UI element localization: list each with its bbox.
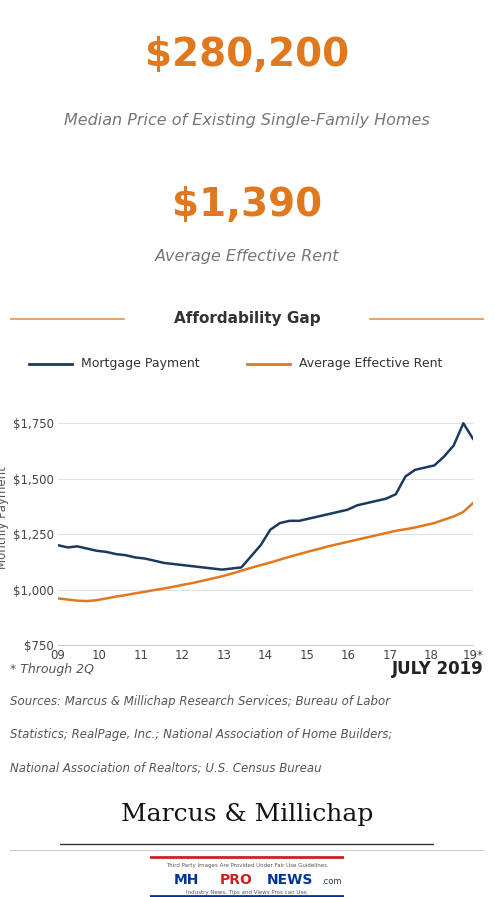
Text: NEWS: NEWS	[266, 873, 313, 887]
Y-axis label: Monthly Payment: Monthly Payment	[0, 466, 9, 569]
Text: Average Effective Rent: Average Effective Rent	[155, 249, 339, 265]
Text: JULY 2019: JULY 2019	[392, 660, 484, 678]
Text: Average Effective Rent: Average Effective Rent	[299, 358, 443, 370]
Text: Mortgage Payment: Mortgage Payment	[81, 358, 200, 370]
Text: Third Party Images Are Provided Under Fair Use Guidelines.: Third Party Images Are Provided Under Fa…	[165, 863, 329, 868]
Text: MH: MH	[173, 873, 199, 887]
Text: Median Price of Existing Single-Family Homes: Median Price of Existing Single-Family H…	[64, 113, 430, 128]
Text: .com: .com	[321, 876, 341, 885]
Text: Sources: Marcus & Millichap Research Services; Bureau of Labor: Sources: Marcus & Millichap Research Ser…	[10, 695, 390, 708]
Text: PRO: PRO	[220, 873, 253, 887]
Text: Industry News, Tips and Views Pros can Use.: Industry News, Tips and Views Pros can U…	[186, 891, 308, 895]
Text: $1,390: $1,390	[172, 186, 322, 223]
Text: $280,200: $280,200	[145, 37, 349, 74]
Text: National Association of Realtors; U.S. Census Bureau: National Association of Realtors; U.S. C…	[10, 762, 322, 774]
Text: Statistics; RealPage, Inc.; National Association of Home Builders;: Statistics; RealPage, Inc.; National Ass…	[10, 728, 392, 741]
Text: Affordability Gap: Affordability Gap	[174, 311, 320, 327]
Text: * Through 2Q: * Through 2Q	[10, 663, 94, 675]
Text: Marcus & Millichap: Marcus & Millichap	[121, 803, 373, 826]
